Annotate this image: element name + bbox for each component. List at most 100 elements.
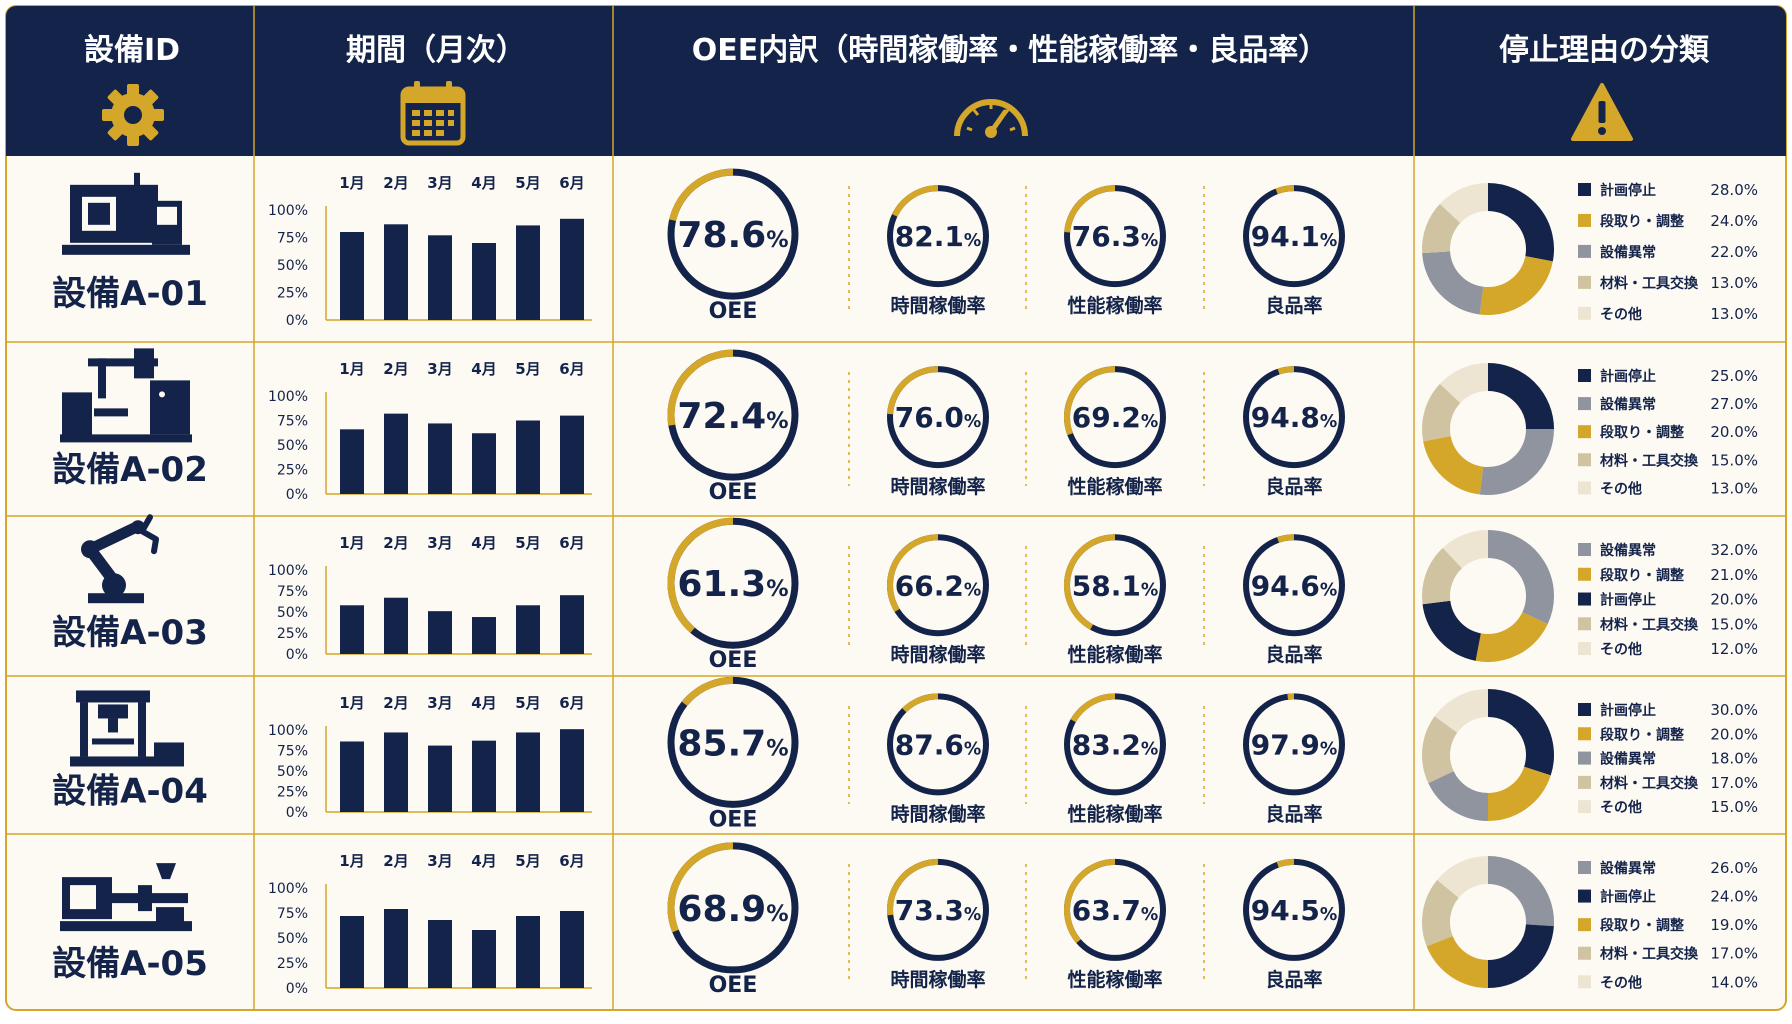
availability-ring-label: 時間稼働率: [890, 968, 985, 991]
availability-ring-value-number: 87.6: [895, 728, 964, 761]
bar: [472, 930, 496, 988]
legend-label: 計画停止: [1600, 592, 1656, 609]
legend-swatch: [1578, 592, 1591, 606]
legend-label: 計画停止: [1600, 889, 1656, 906]
legend-value: 17.0%: [1710, 945, 1758, 963]
oee-ring-value-number: 72.4: [677, 396, 766, 437]
availability-ring-value: 76.0%: [895, 401, 982, 434]
oee-ring-value: 61.3%: [677, 564, 788, 605]
y-tick-label: 50%: [277, 931, 308, 947]
availability-ring-value: 87.6%: [895, 728, 982, 761]
availability-ring-value-number: 76.0: [895, 401, 964, 434]
month-label: 6月: [559, 360, 584, 378]
icon-part: [88, 593, 144, 604]
stop-reason-donut: [1422, 183, 1554, 315]
bar: [560, 911, 584, 988]
availability-ring-label: 時間稼働率: [890, 475, 985, 498]
availability-ring-value-unit: %: [964, 412, 981, 432]
performance-ring-value-number: 76.3: [1072, 220, 1141, 253]
legend-value: 20.0%: [1710, 423, 1758, 441]
performance-ring-label: 性能稼働率: [1067, 802, 1162, 825]
month-label: 2月: [383, 360, 408, 378]
legend-swatch: [1578, 946, 1591, 960]
icon-part: [62, 244, 190, 255]
legend-label: 材料・工具交換: [1600, 946, 1699, 963]
legend-label: 段取り・調整: [1600, 917, 1685, 934]
equipment-name: 設備A-01: [52, 274, 208, 314]
month-label: 3月: [427, 852, 452, 870]
stop-reason-donut: [1422, 363, 1554, 495]
bar: [516, 916, 540, 988]
y-tick-label: 0%: [286, 647, 308, 663]
header-background: [6, 6, 1786, 156]
bar: [472, 617, 496, 654]
bar: [560, 415, 584, 494]
donut-slice: [1442, 530, 1489, 569]
month-label: 2月: [383, 534, 408, 552]
month-label: 4月: [471, 174, 496, 192]
performance-ring-label: 性能稼働率: [1067, 475, 1162, 498]
stop-reason-legend: 設備異常 32.0% 段取り・調整 21.0% 計画停止 20.0% 材料・工具交換 15.0…: [1578, 541, 1758, 658]
y-tick-label: 75%: [277, 414, 308, 430]
performance-ring-value: 83.2%: [1072, 728, 1159, 761]
icon-part: [98, 358, 106, 399]
stop-reason-donut: [1422, 689, 1554, 821]
y-tick-label: 75%: [277, 906, 308, 922]
dashboard-frame: [5, 5, 1787, 1011]
month-label: 1月: [339, 360, 364, 378]
legend-swatch: [1578, 244, 1591, 258]
bar: [516, 225, 540, 320]
availability-ring-label: 時間稼働率: [890, 294, 985, 317]
quality-ring-value-unit: %: [1320, 905, 1337, 925]
availability-ring-value: 82.1%: [895, 220, 982, 253]
icon-part: [88, 202, 110, 225]
y-tick-label: 100%: [268, 723, 308, 739]
oee-ring-value-unit: %: [766, 735, 788, 761]
bar: [560, 218, 584, 320]
legend-value: 12.0%: [1710, 640, 1758, 658]
icon-part: [98, 704, 128, 719]
cnc-machine-icon: [62, 172, 190, 255]
gauge-icon: [954, 99, 1028, 138]
oee-ring-label: OEE: [709, 648, 758, 673]
month-label: 5月: [515, 174, 540, 192]
performance-ring-value-number: 69.2: [1072, 401, 1141, 434]
stop-reason-legend: 計画停止 28.0% 段取り・調整 24.0% 設備異常 22.0% 材料・工具交換 13.0…: [1578, 181, 1758, 323]
month-label: 5月: [515, 694, 540, 712]
legend-value: 32.0%: [1710, 541, 1758, 559]
availability-ring-value: 73.3%: [895, 894, 982, 927]
month-label: 4月: [471, 360, 496, 378]
legend-swatch: [1578, 918, 1591, 932]
legend-label: その他: [1600, 799, 1642, 816]
legend-label: 設備異常: [1600, 542, 1656, 559]
legend-label: 段取り・調整: [1600, 726, 1685, 743]
donut-slice: [1487, 856, 1554, 927]
icon-part: [138, 702, 146, 757]
legend-swatch: [1578, 703, 1591, 716]
quality-ring-value: 94.6%: [1251, 569, 1338, 602]
month-label: 6月: [559, 694, 584, 712]
press-machine-icon: [70, 690, 184, 767]
quality-ring-value-number: 94.6: [1251, 569, 1320, 602]
oee-ring-label: OEE: [709, 807, 758, 832]
icon-part: [88, 358, 158, 367]
month-label: 2月: [383, 852, 408, 870]
y-tick-label: 25%: [277, 463, 308, 479]
donut-slice: [1479, 255, 1553, 315]
bar: [384, 413, 408, 494]
y-tick-label: 100%: [268, 563, 308, 579]
legend-swatch: [1578, 481, 1591, 495]
icon-part: [139, 514, 159, 555]
legend-value: 20.0%: [1710, 725, 1758, 743]
month-label: 2月: [383, 174, 408, 192]
icon-part: [70, 885, 96, 910]
legend-value: 25.0%: [1710, 367, 1758, 385]
legend-label: 設備異常: [1600, 860, 1656, 877]
legend-swatch: [1578, 642, 1591, 656]
legend-label: 計画停止: [1600, 182, 1656, 199]
legend-value: 18.0%: [1710, 750, 1758, 768]
month-label: 3月: [427, 360, 452, 378]
icon-part: [108, 718, 118, 733]
icon-part: [60, 921, 192, 932]
quality-ring-label: 良品率: [1265, 294, 1322, 317]
